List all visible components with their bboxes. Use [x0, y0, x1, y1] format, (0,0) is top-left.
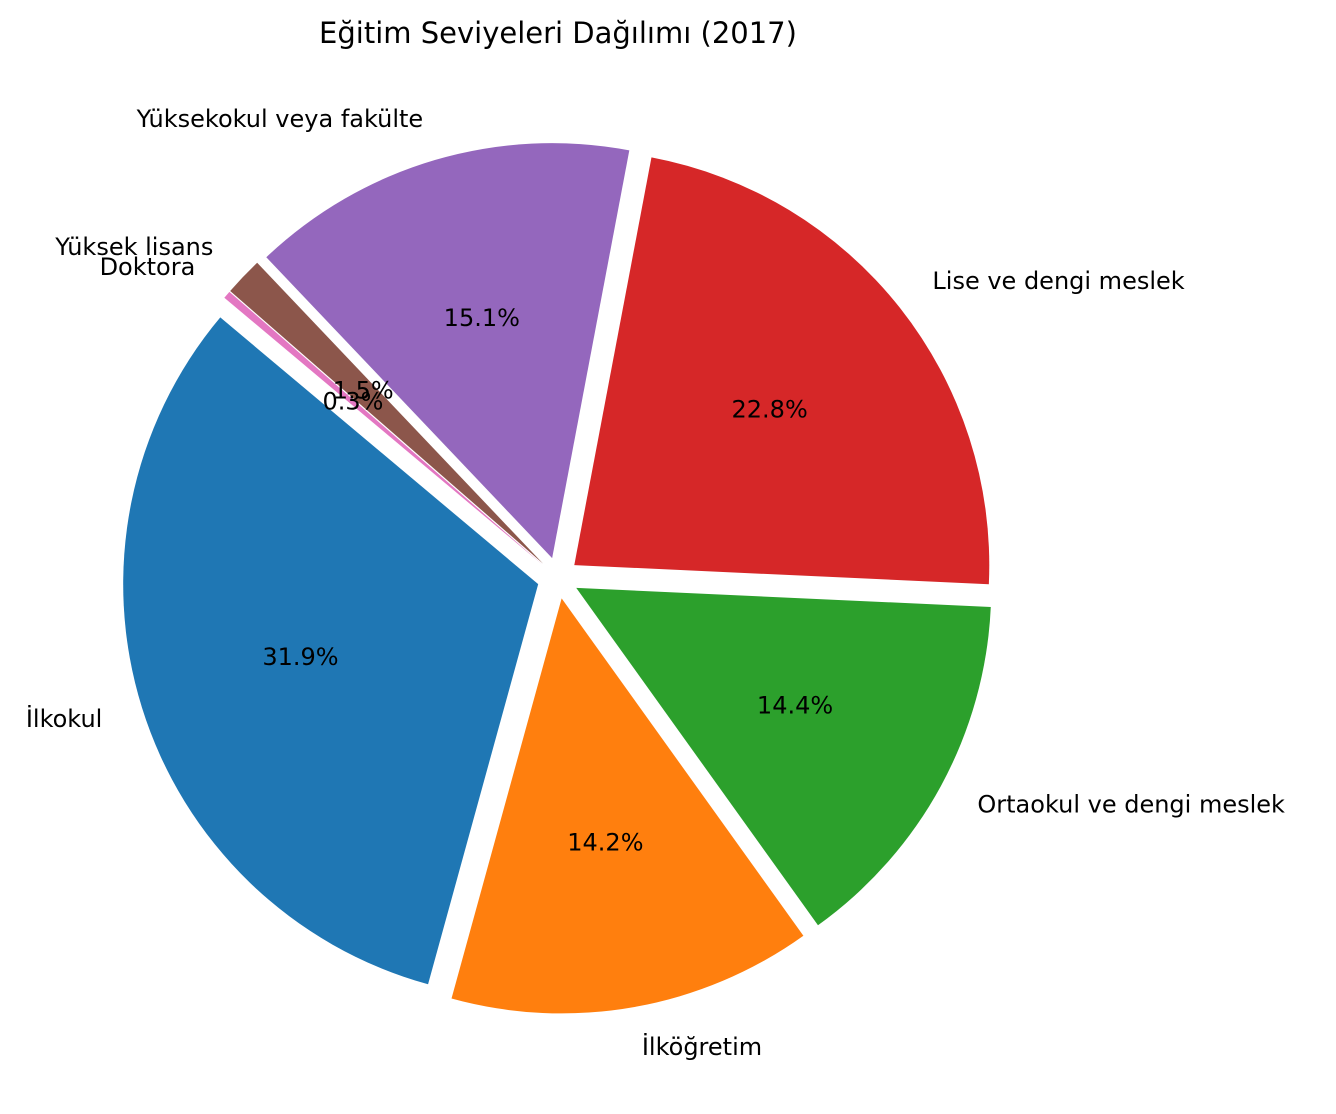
slice-label: Doktora [100, 253, 196, 281]
pie-slice [574, 157, 990, 585]
pie-slice [451, 598, 804, 1014]
pie-slice [224, 291, 543, 565]
slice-label: İlköğretim [642, 1032, 762, 1061]
slice-percent-label: 14.4% [757, 692, 833, 720]
chart-title: Eğitim Seviyeleri Dağılımı (2017) [319, 16, 797, 50]
slice-labels: İlkokul İlköğretim Ortaokul ve dengi mesle… [26, 105, 1285, 1061]
slice-label: İlkokul [26, 704, 103, 733]
slice-label: Lise ve dengi meslek [932, 267, 1184, 295]
percent-labels: 31.9% 14.2% 14.4% 22.8% 15.1% 1.5%0.3% [262, 304, 833, 856]
pie-slice [123, 317, 539, 985]
slice-label: Ortaokul ve dengi meslek [977, 791, 1285, 819]
pie-slice [266, 143, 630, 559]
pie-slice [576, 587, 991, 926]
slice-label: Yüksekokul veya fakülte [136, 105, 424, 133]
pie-slice [230, 262, 544, 564]
slice-percent-label: 22.8% [732, 396, 808, 424]
slice-percent-label: 0.3% [323, 388, 384, 416]
slice-percent-label: 31.9% [262, 643, 338, 671]
slice-percent-label: 14.2% [567, 829, 643, 857]
slice-percent-label: 1.5% [333, 376, 394, 404]
pie-slices [123, 143, 991, 1014]
slice-label: Yüksek lisans [54, 233, 213, 261]
slice-percent-label: 15.1% [444, 304, 520, 332]
